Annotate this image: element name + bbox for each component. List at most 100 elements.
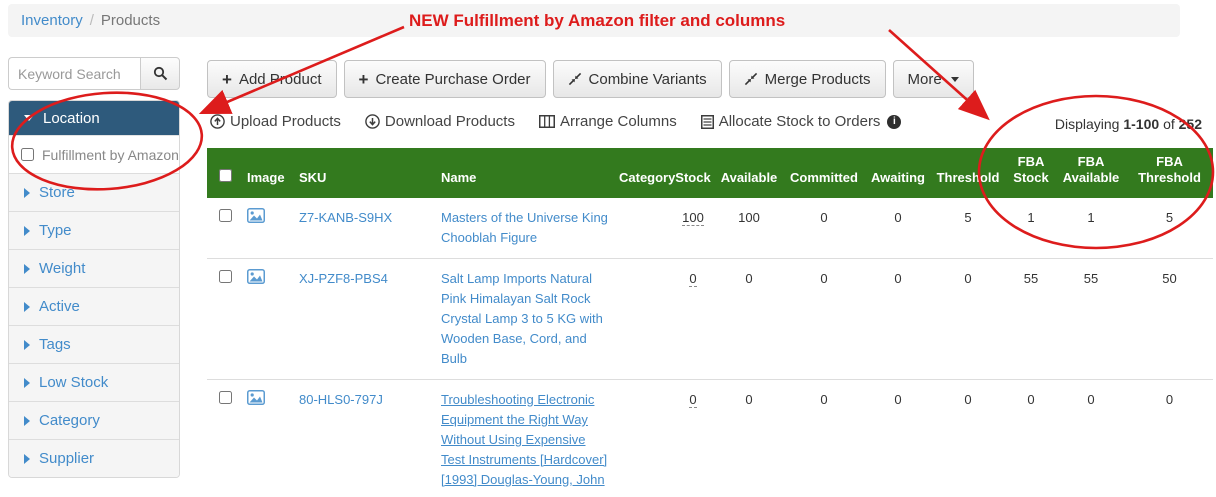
sidebar-item-supplier[interactable]: Supplier — [9, 439, 179, 477]
col-awaiting: Awaiting — [866, 148, 930, 198]
committed-cell: 0 — [820, 271, 828, 286]
breadcrumb-separator: / — [89, 12, 94, 29]
sidebar-item-label: Tags — [39, 336, 71, 353]
download-circle-icon — [365, 114, 380, 129]
link-label: Arrange Columns — [559, 113, 677, 130]
sidebar-item-category[interactable]: Category — [9, 401, 179, 439]
chevron-right-icon — [24, 453, 30, 464]
col-stock: Stock — [670, 148, 716, 198]
sidebar-item-label: Type — [39, 222, 72, 239]
sku-link[interactable]: Z7-KANB-S9HX — [299, 210, 393, 225]
table-row: XJ-PZF8-PBS4 Salt Lamp Imports Natural P… — [207, 259, 1213, 380]
threshold-cell: 0 — [964, 392, 972, 407]
sidebar-item-store[interactable]: Store — [9, 173, 179, 211]
product-image-icon[interactable] — [247, 269, 265, 284]
fba-stock-cell: 1 — [1027, 210, 1035, 225]
info-icon[interactable]: i — [887, 114, 902, 129]
compress-arrows-icon — [568, 72, 581, 86]
sidebar-item-label: Supplier — [39, 450, 95, 467]
stock-editable-value[interactable]: 0 — [689, 271, 697, 287]
product-name-link[interactable]: Troubleshooting Electronic Equipment the… — [441, 392, 608, 487]
arrange-columns-link[interactable]: Arrange Columns — [538, 113, 677, 130]
combine-variants-button[interactable]: Combine Variants — [552, 60, 722, 98]
upload-products-link[interactable]: Upload Products — [210, 113, 341, 130]
chevron-right-icon — [24, 377, 30, 388]
columns-icon — [538, 115, 555, 128]
available-cell: 0 — [745, 392, 753, 407]
filter-sidebar: Location Fulfillment by Amazon Store Typ… — [8, 57, 180, 478]
product-image-icon[interactable] — [247, 208, 265, 223]
filter-location-header[interactable]: Location — [9, 101, 179, 135]
fba-available-cell: 1 — [1087, 210, 1095, 225]
keyword-search-input[interactable] — [8, 57, 140, 90]
plus-icon: + — [222, 69, 232, 89]
fulfillment-by-amazon-label: Fulfillment by Amazon — [42, 146, 179, 163]
category-cell — [615, 259, 670, 380]
allocate-stock-link[interactable]: Allocate Stock to Orders i — [700, 113, 902, 130]
search-button[interactable] — [140, 57, 180, 90]
col-category: Category — [615, 148, 675, 198]
fba-stock-cell: 55 — [1023, 271, 1039, 286]
threshold-cell: 0 — [964, 271, 972, 286]
col-sku: SKU — [295, 148, 437, 198]
merge-products-button[interactable]: Merge Products — [728, 60, 886, 98]
link-label: Download Products — [384, 113, 515, 130]
sidebar-item-low-stock[interactable]: Low Stock — [9, 363, 179, 401]
paging-summary: Displaying 1-100 of 252 — [1054, 116, 1202, 132]
button-label: More — [907, 70, 942, 88]
row-checkbox[interactable] — [218, 270, 232, 283]
breadcrumb: Inventory / Products — [8, 4, 1180, 37]
products-table: Image SKU Name Category Stock Available … — [207, 148, 1213, 497]
chevron-right-icon — [24, 339, 30, 350]
product-image-icon[interactable] — [247, 390, 265, 405]
product-name-link[interactable]: Masters of the Universe King Chooblah Fi… — [441, 210, 608, 245]
button-label: Create Purchase Order — [375, 70, 531, 88]
sidebar-item-label: Category — [39, 412, 100, 429]
fba-stock-cell: 0 — [1027, 392, 1035, 407]
stock-editable-value[interactable]: 100 — [682, 210, 704, 226]
filter-location-body: Fulfillment by Amazon — [9, 135, 179, 173]
secondary-actions: Upload Products Download Products Arrang… — [210, 113, 902, 130]
sku-link[interactable]: XJ-PZF8-PBS4 — [299, 271, 388, 286]
paging-total: 252 — [1178, 116, 1202, 132]
table-row: Z7-KANB-S9HX Masters of the Universe Kin… — [207, 198, 1213, 259]
sidebar-item-active[interactable]: Active — [9, 287, 179, 325]
chevron-down-icon — [950, 76, 959, 82]
awaiting-cell: 0 — [894, 210, 902, 225]
stock-editable-value[interactable]: 0 — [689, 392, 697, 408]
select-all-checkbox[interactable] — [218, 169, 232, 182]
sidebar-item-label: Active — [39, 298, 80, 315]
download-products-link[interactable]: Download Products — [365, 113, 515, 130]
toolbar: + Add Product + Create Purchase Order Co… — [207, 60, 974, 98]
button-label: Merge Products — [764, 70, 871, 88]
product-name-link[interactable]: Salt Lamp Imports Natural Pink Himalayan… — [441, 271, 603, 366]
create-purchase-order-button[interactable]: + Create Purchase Order — [343, 60, 546, 98]
filter-location-label: Location — [43, 109, 100, 127]
fba-threshold-cell: 5 — [1165, 210, 1174, 225]
button-label: Add Product — [238, 70, 322, 88]
more-dropdown-button[interactable]: More — [892, 60, 974, 98]
fulfillment-by-amazon-checkbox[interactable] — [21, 148, 34, 161]
sidebar-item-type[interactable]: Type — [9, 211, 179, 249]
category-cell — [615, 198, 670, 259]
col-name: Name — [437, 148, 615, 198]
upload-circle-icon — [210, 114, 225, 129]
committed-cell: 0 — [820, 392, 828, 407]
fba-threshold-cell: 50 — [1162, 271, 1177, 286]
sku-link[interactable]: 80-HLS0-797J — [299, 392, 383, 407]
breadcrumb-current-page: Products — [100, 12, 161, 29]
fba-available-cell: 55 — [1083, 271, 1099, 286]
awaiting-cell: 0 — [894, 271, 902, 286]
row-checkbox[interactable] — [218, 209, 232, 222]
chevron-right-icon — [24, 225, 30, 236]
chevron-right-icon — [24, 415, 30, 426]
col-fba-threshold: FBA Threshold — [1126, 148, 1213, 198]
fba-available-cell: 0 — [1087, 392, 1095, 407]
breadcrumb-inventory-link[interactable]: Inventory — [21, 12, 83, 29]
add-product-button[interactable]: + Add Product — [207, 60, 337, 98]
sidebar-item-weight[interactable]: Weight — [9, 249, 179, 287]
row-checkbox[interactable] — [218, 391, 232, 404]
fba-threshold-cell: 0 — [1165, 392, 1174, 407]
sidebar-item-tags[interactable]: Tags — [9, 325, 179, 363]
chevron-right-icon — [24, 301, 30, 312]
